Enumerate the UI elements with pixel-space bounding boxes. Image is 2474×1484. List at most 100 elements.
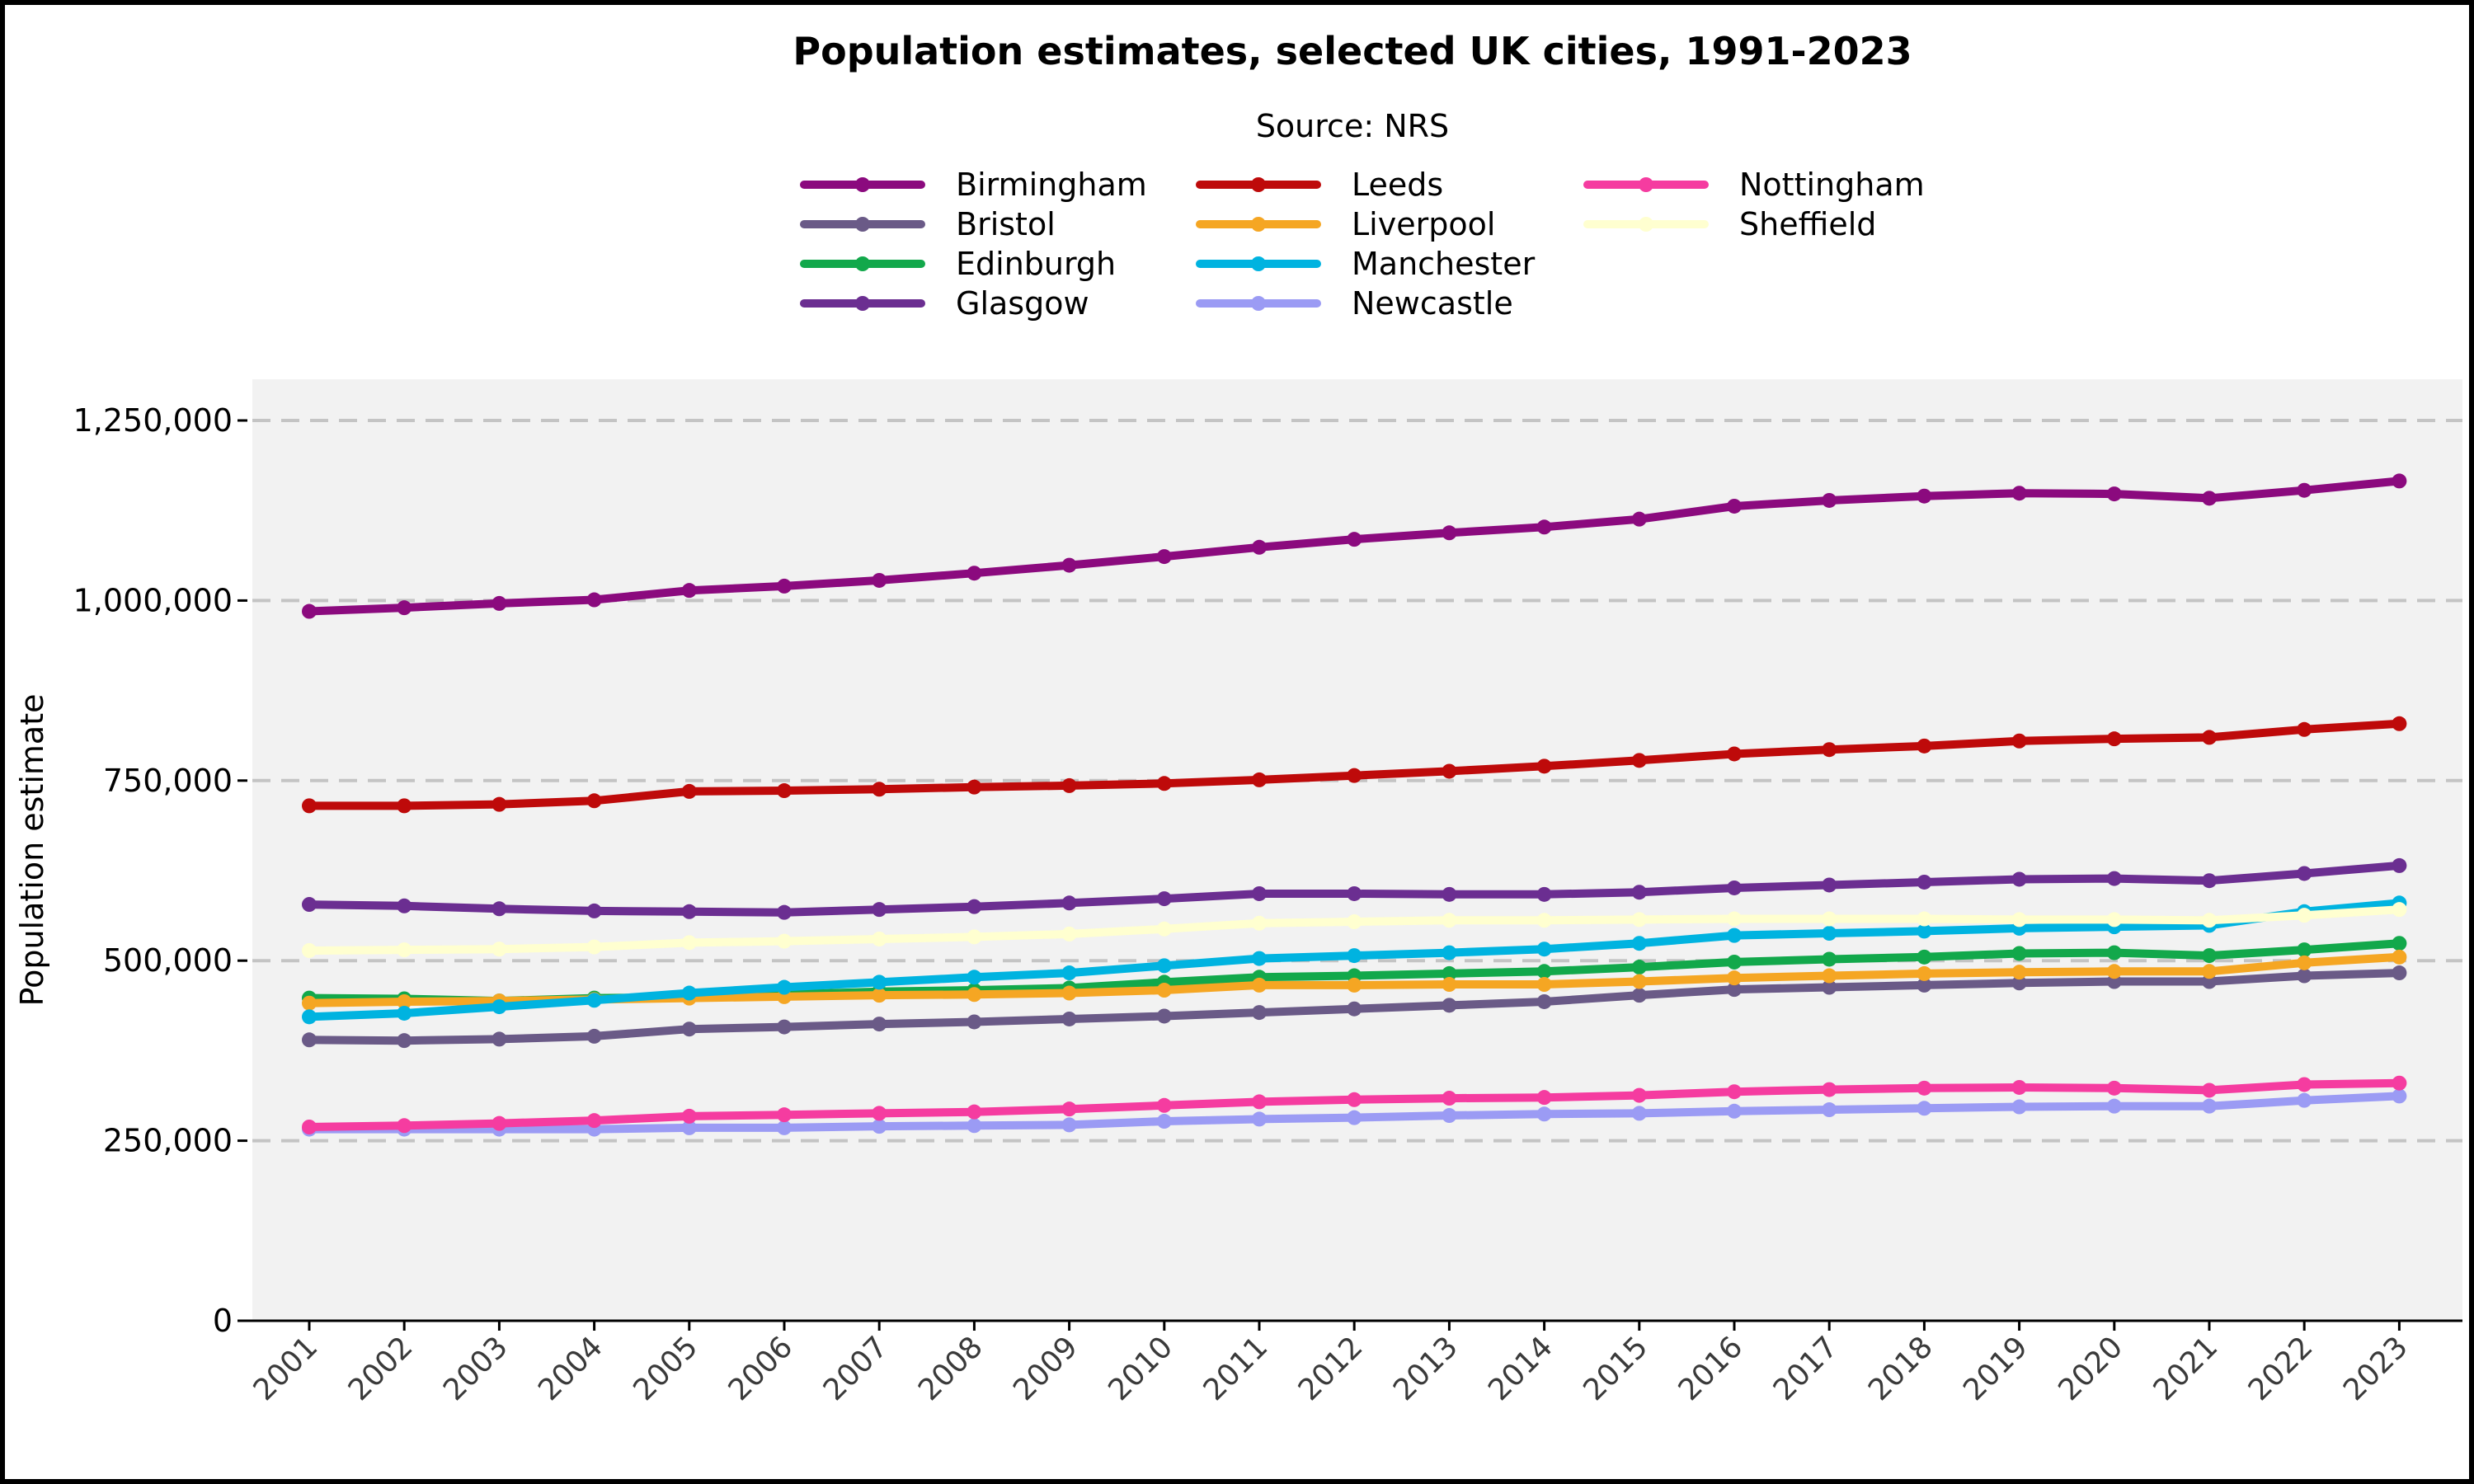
data-point-sheffield [872, 931, 887, 946]
x-tick-label: 2002 [342, 1330, 420, 1407]
data-point-leeds [872, 782, 887, 797]
x-tick-label: 2010 [1102, 1330, 1179, 1407]
data-point-sheffield [1061, 926, 1077, 942]
legend-marker [1251, 296, 1266, 311]
chart-subtitle: Source: NRS [1256, 108, 1449, 144]
data-point-birmingham [2297, 482, 2312, 498]
y-tick-label: 500,000 [103, 942, 233, 979]
legend-item-glasgow: Glasgow [800, 285, 1089, 322]
data-point-glasgow [872, 902, 887, 918]
data-point-nottingham [1917, 1080, 1932, 1096]
data-point-newcastle [1347, 1110, 1362, 1125]
legend-item-bristol: Bristol [800, 206, 1056, 242]
data-point-sheffield [2106, 912, 2122, 928]
data-point-sheffield [2392, 902, 2407, 918]
data-point-liverpool [2297, 955, 2312, 970]
data-point-nottingham [397, 1118, 412, 1134]
data-point-nottingham [2202, 1082, 2217, 1098]
data-point-birmingham [777, 578, 792, 594]
data-point-bristol [872, 1017, 887, 1032]
data-point-birmingham [1061, 557, 1077, 573]
legend-label: Birmingham [956, 167, 1147, 203]
data-point-manchester [1347, 948, 1362, 964]
data-point-liverpool [1631, 974, 1647, 989]
data-point-liverpool [1252, 977, 1267, 993]
data-point-liverpool [1917, 965, 1932, 981]
data-point-glasgow [302, 897, 317, 913]
legend-item-newcastle: Newcastle [1196, 285, 1513, 322]
data-point-manchester [1061, 965, 1077, 981]
data-point-sheffield [1252, 915, 1267, 931]
legend-label: Glasgow [956, 285, 1089, 322]
series-glasgow [302, 857, 2407, 920]
data-point-newcastle [681, 1120, 697, 1135]
data-point-birmingham [586, 592, 602, 608]
data-point-leeds [1536, 758, 1552, 774]
data-point-newcastle [1631, 1106, 1647, 1121]
data-point-newcastle [1156, 1114, 1172, 1129]
data-point-sheffield [1156, 921, 1172, 937]
data-point-birmingham [302, 603, 317, 619]
data-point-newcastle [2297, 1092, 2312, 1108]
legend-item-manchester: Manchester [1196, 246, 1536, 282]
data-point-newcastle [777, 1120, 792, 1135]
data-point-birmingham [1347, 532, 1362, 547]
data-point-newcastle [1061, 1117, 1077, 1133]
data-point-manchester [872, 974, 887, 990]
data-point-edinburgh [1631, 960, 1647, 975]
data-point-leeds [586, 793, 602, 809]
data-point-sheffield [1442, 913, 1457, 928]
data-point-birmingham [2392, 473, 2407, 489]
data-point-birmingham [1156, 549, 1172, 565]
series-birmingham [302, 473, 2407, 619]
data-point-leeds [1631, 753, 1647, 768]
data-point-glasgow [2202, 873, 2217, 889]
data-point-nottingham [586, 1113, 602, 1129]
data-point-manchester [1822, 926, 1837, 942]
legend-marker [1251, 177, 1266, 192]
data-point-liverpool [2106, 964, 2122, 979]
data-point-nottingham [1347, 1092, 1362, 1107]
data-point-bristol [1156, 1008, 1172, 1024]
legend-item-birmingham: Birmingham [800, 167, 1147, 203]
series-nottingham [302, 1075, 2407, 1135]
data-point-leeds [2392, 716, 2407, 731]
data-point-nottingham [492, 1115, 507, 1131]
data-point-leeds [1822, 742, 1837, 758]
data-point-birmingham [1727, 498, 1742, 514]
legend-label: Sheffield [1739, 206, 1876, 242]
data-point-leeds [492, 796, 507, 812]
data-point-edinburgh [2392, 936, 2407, 951]
series-newcastle [302, 1088, 2407, 1137]
data-point-sheffield [777, 933, 792, 949]
data-point-glasgow [777, 904, 792, 920]
data-point-bristol [1631, 988, 1647, 1003]
data-point-liverpool [2202, 964, 2217, 979]
legend-label: Edinburgh [956, 246, 1116, 282]
data-point-nottingham [1061, 1101, 1077, 1117]
data-point-edinburgh [2202, 948, 2217, 964]
legend-marker [855, 256, 870, 271]
data-point-newcastle [1727, 1103, 1742, 1119]
data-point-bristol [1061, 1011, 1077, 1026]
data-point-bristol [1822, 979, 1837, 995]
data-point-glasgow [586, 903, 602, 918]
data-point-sheffield [2297, 908, 2312, 923]
data-point-glasgow [397, 898, 412, 913]
data-point-manchester [967, 970, 982, 985]
data-point-liverpool [1061, 985, 1077, 1001]
data-point-edinburgh [2106, 945, 2122, 960]
data-point-birmingham [967, 566, 982, 581]
data-point-sheffield [1822, 911, 1837, 927]
legend-marker [1251, 256, 1266, 271]
data-point-bristol [1252, 1005, 1267, 1021]
legend-marker [1639, 217, 1653, 232]
data-point-manchester [302, 1009, 317, 1025]
data-point-nottingham [2392, 1075, 2407, 1091]
data-point-newcastle [2202, 1098, 2217, 1114]
data-point-manchester [1917, 923, 1932, 939]
data-point-edinburgh [1442, 965, 1457, 981]
data-point-glasgow [492, 901, 507, 917]
x-tick-label: 2007 [817, 1330, 895, 1407]
data-point-manchester [1631, 936, 1647, 951]
